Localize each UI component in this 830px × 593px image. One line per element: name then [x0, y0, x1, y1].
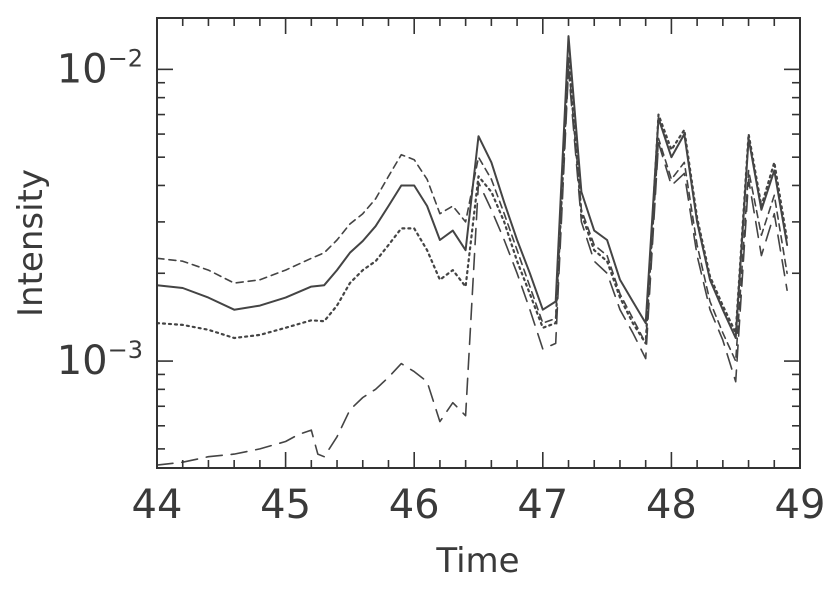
x-tick-label: 45 — [260, 482, 311, 528]
series-line-solid — [156, 35, 789, 339]
y-axis-label: Intensity — [11, 169, 51, 317]
y-tick-label: 10−3 — [57, 336, 143, 384]
x-tick-label: 44 — [132, 482, 183, 528]
series-line-dotted — [155, 56, 789, 345]
ticks-layer — [156, 18, 801, 468]
tick-labels-layer: 44 45 46 47 48 49 10−3 10−2 — [57, 44, 826, 528]
x-tick-label: 46 — [389, 482, 440, 528]
y-tick-label: 10−2 — [57, 44, 143, 92]
series-layer — [155, 35, 789, 466]
x-tick-label: 49 — [775, 482, 826, 528]
x-axis-label: Time — [435, 541, 519, 581]
plot-frame — [156, 17, 801, 469]
x-tick-label: 47 — [517, 482, 568, 528]
series-line-long-dashed — [156, 68, 788, 466]
x-tick-label: 48 — [646, 482, 697, 528]
series-line-dashed — [156, 62, 788, 362]
